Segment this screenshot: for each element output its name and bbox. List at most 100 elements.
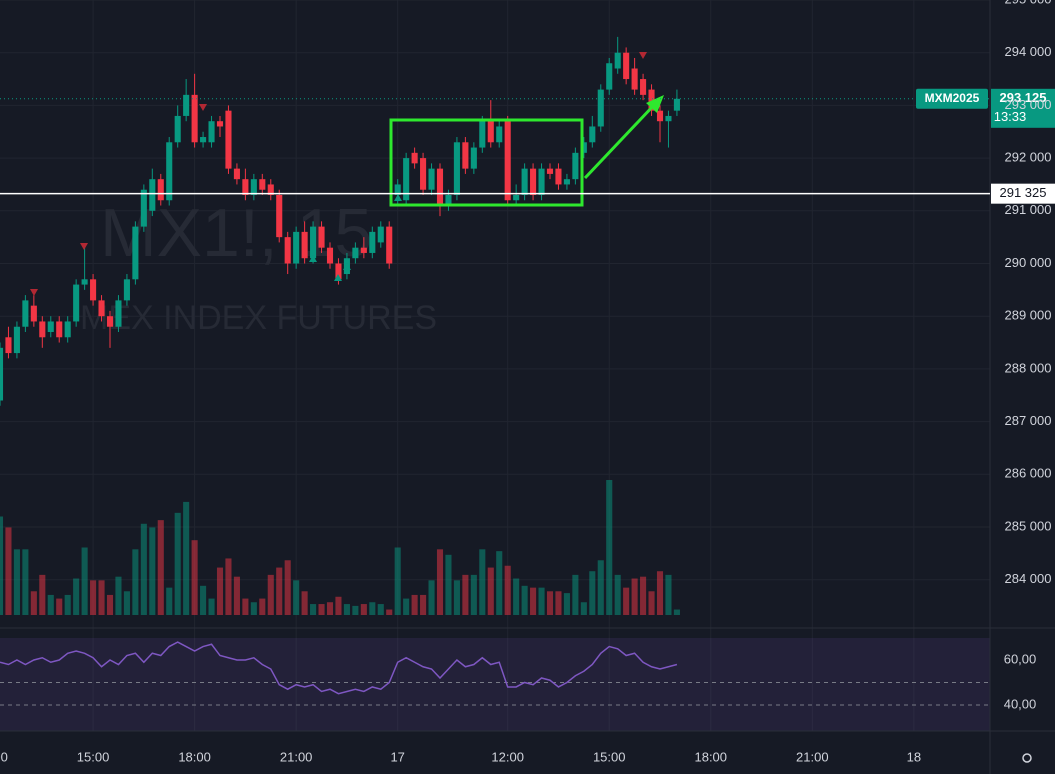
volume-bar bbox=[530, 587, 537, 615]
volume-bar bbox=[0, 516, 4, 615]
candle-body bbox=[0, 347, 4, 401]
volume-bar bbox=[420, 594, 427, 615]
candle-body bbox=[132, 226, 139, 280]
candle-body bbox=[47, 321, 54, 333]
y-tick-label: 291 000 bbox=[1005, 202, 1052, 217]
candle-body bbox=[123, 279, 130, 301]
volume-bar bbox=[462, 574, 469, 615]
candle-body bbox=[115, 300, 122, 327]
volume-bar bbox=[445, 554, 452, 615]
rsi-band bbox=[0, 638, 990, 731]
volume-bar bbox=[259, 598, 266, 615]
candle-body bbox=[284, 237, 291, 264]
candle-body bbox=[606, 63, 613, 90]
volume-bar bbox=[115, 576, 122, 615]
volume-bar bbox=[513, 578, 520, 615]
candle-body bbox=[233, 168, 240, 180]
candle-body bbox=[445, 194, 452, 206]
candle-body bbox=[521, 168, 528, 195]
rsi-tick-label: 40,00 bbox=[1004, 696, 1037, 711]
volume-bar bbox=[284, 560, 291, 615]
candle-body bbox=[64, 321, 71, 338]
candle-body bbox=[335, 263, 342, 280]
candle-body bbox=[479, 121, 486, 148]
grid bbox=[0, 0, 990, 731]
y-tick-label: 290 000 bbox=[1005, 255, 1052, 270]
candle-body bbox=[640, 79, 647, 95]
volume-bar bbox=[470, 574, 477, 615]
candle-body bbox=[166, 142, 173, 201]
x-tick-label: 18 bbox=[907, 749, 921, 764]
volume-bar bbox=[200, 585, 207, 615]
signal-down bbox=[199, 104, 207, 111]
volume-bar bbox=[648, 591, 655, 615]
candle-body bbox=[597, 89, 604, 127]
candle-body bbox=[623, 52, 630, 80]
candle-body bbox=[403, 158, 410, 201]
candle-body bbox=[259, 179, 266, 190]
volume-bar bbox=[606, 480, 613, 615]
candle-body bbox=[580, 142, 587, 153]
volume-bar bbox=[479, 549, 486, 615]
signal-up bbox=[334, 274, 342, 281]
y-tick-label: 292 000 bbox=[1005, 150, 1052, 165]
volume-bar bbox=[487, 567, 494, 615]
x-tick-label: 12:00 bbox=[0, 749, 8, 764]
volume-bar bbox=[411, 594, 418, 615]
volume-bar bbox=[123, 591, 130, 615]
volume-bar bbox=[183, 501, 190, 615]
symbol-tag: MXM2025 bbox=[925, 91, 980, 105]
volume-bar bbox=[276, 567, 283, 615]
volume-bar bbox=[22, 549, 29, 615]
signal-up bbox=[394, 194, 402, 201]
volume-bar bbox=[293, 580, 300, 615]
volume-bar bbox=[191, 540, 198, 615]
volume-bar bbox=[250, 602, 257, 615]
drawing-arrow bbox=[583, 102, 657, 180]
candle-body bbox=[411, 152, 418, 164]
candle-body bbox=[174, 115, 181, 143]
candle-body bbox=[470, 147, 477, 169]
y-tick-label: 286 000 bbox=[1005, 466, 1052, 481]
volume-bar bbox=[394, 547, 401, 615]
volume-bar bbox=[521, 585, 528, 615]
volume-bar bbox=[504, 565, 511, 615]
candle-body bbox=[90, 279, 97, 301]
volume-bar bbox=[106, 594, 114, 615]
horizontal-line-tag bbox=[991, 183, 1055, 204]
candle-body bbox=[546, 168, 554, 174]
rsi-pane bbox=[0, 641, 990, 706]
volume-bar bbox=[149, 527, 156, 615]
volume-bar bbox=[301, 591, 308, 615]
candle-body bbox=[318, 226, 325, 248]
volume-bar bbox=[166, 587, 173, 615]
volume-bar bbox=[369, 602, 376, 615]
candle-body bbox=[377, 226, 384, 243]
countdown: 13:33 bbox=[994, 109, 1027, 124]
volume-bar bbox=[546, 591, 554, 615]
volume-bar bbox=[572, 574, 579, 615]
candle-body bbox=[369, 231, 376, 253]
rsi-tick-label: 60,00 bbox=[1004, 651, 1037, 666]
x-tick-label: 15:00 bbox=[77, 749, 110, 764]
y-tick-label: 289 000 bbox=[1005, 308, 1052, 323]
last-price-tag bbox=[991, 88, 1055, 128]
last-price-label: 293 125 bbox=[1000, 90, 1047, 105]
candle-body bbox=[22, 300, 29, 327]
volume-bar bbox=[453, 580, 460, 615]
rsi-line bbox=[0, 641, 678, 695]
volume-bar bbox=[377, 604, 384, 615]
candle-body bbox=[360, 247, 367, 253]
candle-body bbox=[563, 179, 570, 185]
candle-body bbox=[614, 52, 621, 69]
settings-gear[interactable] bbox=[1022, 753, 1032, 763]
candle-body bbox=[453, 142, 460, 195]
signal-up bbox=[343, 263, 351, 270]
volume-bar bbox=[13, 549, 20, 615]
candle-body bbox=[555, 168, 562, 185]
volume-bar bbox=[673, 609, 680, 615]
candle-body bbox=[106, 316, 114, 327]
settings-icon[interactable] bbox=[1022, 753, 1032, 763]
candle-body bbox=[656, 110, 664, 122]
